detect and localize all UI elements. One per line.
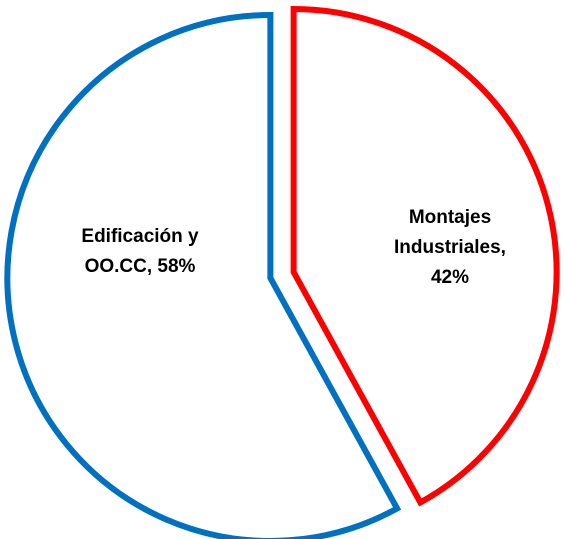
slice-label-edificaci-n-y-oo-cc: Edificación y OO.CC, 58% <box>81 226 199 277</box>
pie-slice-montajes-industriales <box>290 6 560 507</box>
slice-label-montajes-industriales: Montajes Industriales, 42% <box>394 207 506 288</box>
pie-slice-edificaci-n-y-oo-cc <box>4 11 402 539</box>
